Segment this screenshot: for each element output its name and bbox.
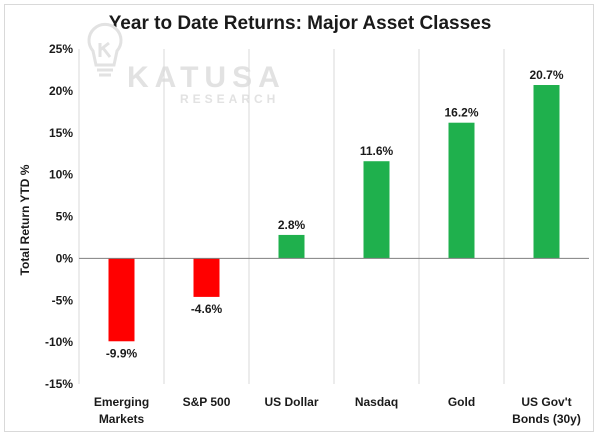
y-tick-label: 20% (49, 84, 73, 98)
y-tick-label: 15% (49, 126, 73, 140)
y-axis-ticks: -15% -10% -5% 0% 5% 10% 15% 20% 25% (45, 42, 73, 391)
data-label: -9.9% (106, 346, 138, 360)
bars (108, 85, 560, 342)
y-tick-label: 5% (56, 210, 74, 224)
bar (278, 234, 305, 259)
data-label: 2.8% (278, 218, 306, 232)
x-tick-label: US Gov't Bonds (30y) (512, 395, 581, 426)
category-separators (78, 49, 505, 384)
x-tick-label: S&P 500 (183, 395, 231, 409)
watermark-sub: RESEARCH (180, 92, 279, 106)
data-labels: -9.9% -4.6% 2.8% 11.6% 16.2% 20.7% (106, 68, 564, 360)
x-tick-label: Nasdaq (355, 395, 398, 409)
bar (108, 258, 135, 342)
x-axis-ticks: Emerging Markets S&P 500 US Dollar Nasdaq Gol… (94, 395, 581, 426)
chart-title: Year to Date Returns: Major Asset Classe… (109, 13, 492, 34)
data-label: 11.6% (360, 144, 394, 158)
bar (193, 258, 220, 297)
y-tick-label: 0% (56, 251, 74, 265)
bar (363, 161, 390, 259)
data-label: 20.7% (529, 68, 563, 82)
watermark: KATUSA RESEARCH (87, 22, 286, 106)
y-axis-label: Total Return YTD % (18, 164, 32, 275)
lightbulb-logo-icon (87, 22, 123, 77)
watermark-name: KATUSA (127, 61, 286, 94)
y-tick-label: -15% (45, 377, 73, 391)
bar (448, 122, 475, 259)
y-tick-label: -5% (52, 293, 74, 307)
bar (533, 85, 560, 259)
x-tick-label: Emerging Markets (94, 395, 149, 426)
y-tick-label: 25% (49, 42, 73, 56)
data-label: 16.2% (444, 106, 478, 120)
x-tick-label: US Dollar (264, 395, 318, 409)
chart-frame: Year to Date Returns: Major Asset Classe… (4, 4, 594, 432)
x-tick-label: Gold (448, 395, 475, 409)
y-tick-label: 10% (49, 168, 73, 182)
bar-chart: Year to Date Returns: Major Asset Classe… (18, 13, 589, 426)
y-tick-label: -10% (45, 335, 73, 349)
data-label: -4.6% (191, 302, 223, 316)
